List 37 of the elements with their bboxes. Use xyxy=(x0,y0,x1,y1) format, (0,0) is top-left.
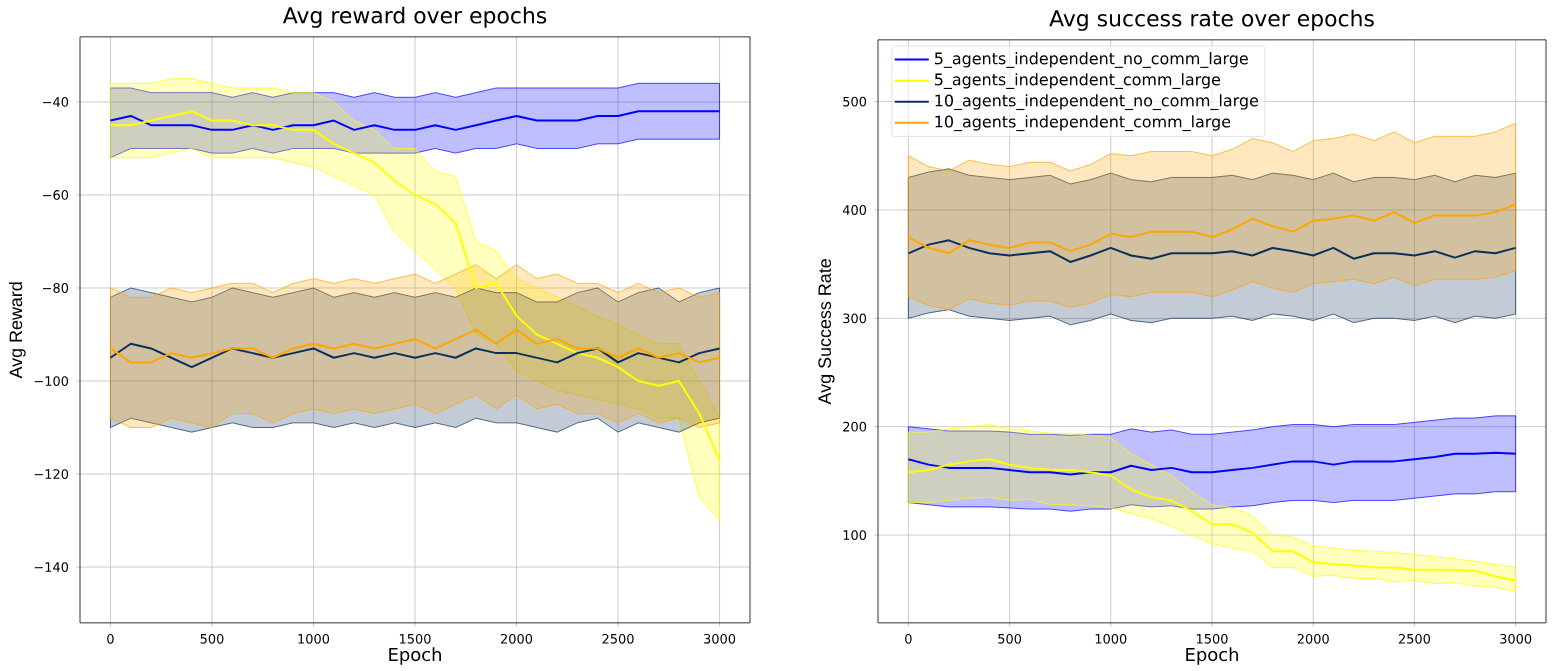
chart-title: Avg success rate over epochs xyxy=(1049,9,1374,31)
x-tick-label: 3000 xyxy=(704,633,736,644)
y-tick-label: −60 xyxy=(43,189,69,200)
y-tick-label: −140 xyxy=(34,561,69,572)
x-tick-label: 1500 xyxy=(399,633,431,644)
x-tick-label: 2000 xyxy=(500,633,533,644)
y-tick-label: −100 xyxy=(34,375,69,386)
legend-label: 10_agents_independent_no_comm_large xyxy=(935,94,1259,110)
y-tick-label: 300 xyxy=(843,313,867,324)
chart-title: Avg reward over epochs xyxy=(282,6,547,28)
x-tick-label: 1500 xyxy=(1196,633,1228,644)
line-series xyxy=(109,110,721,461)
x-tick-label: 0 xyxy=(107,633,114,644)
y-tick-label: 500 xyxy=(843,96,867,107)
y-axis-title: Avg Reward xyxy=(8,282,26,379)
x-tick-label: 500 xyxy=(998,633,1022,644)
x-tick-label: 500 xyxy=(200,633,224,644)
legend-label: 5_agents_independent_no_comm_large xyxy=(934,51,1248,68)
x-tick-label: 2000 xyxy=(1297,633,1329,644)
x-axis-title: Epoch xyxy=(1186,647,1238,665)
x-tick-label: 2500 xyxy=(602,633,634,644)
y-tick-label: 100 xyxy=(843,530,867,540)
x-tick-label: 1000 xyxy=(1095,633,1127,644)
x-axis-title: Epoch xyxy=(389,647,441,665)
x-tick-label: 0 xyxy=(905,633,912,644)
legend-label: 10_agents_independent_comm_large xyxy=(935,115,1231,131)
y-axis-title: Avg Success Rate xyxy=(818,258,835,405)
legend-label: 5_agents_independent_comm_large xyxy=(934,72,1221,89)
y-tick-label: 400 xyxy=(842,204,867,215)
y-tick-label: −80 xyxy=(43,282,69,293)
y-tick-label: −40 xyxy=(43,96,69,107)
y-tick-label: 200 xyxy=(843,421,867,432)
x-tick-label: 3000 xyxy=(1500,633,1532,644)
x-tick-label: 2500 xyxy=(1398,633,1431,644)
line-series xyxy=(109,328,721,364)
x-tick-label: 1000 xyxy=(298,633,330,644)
y-tick-label: −120 xyxy=(34,468,69,479)
